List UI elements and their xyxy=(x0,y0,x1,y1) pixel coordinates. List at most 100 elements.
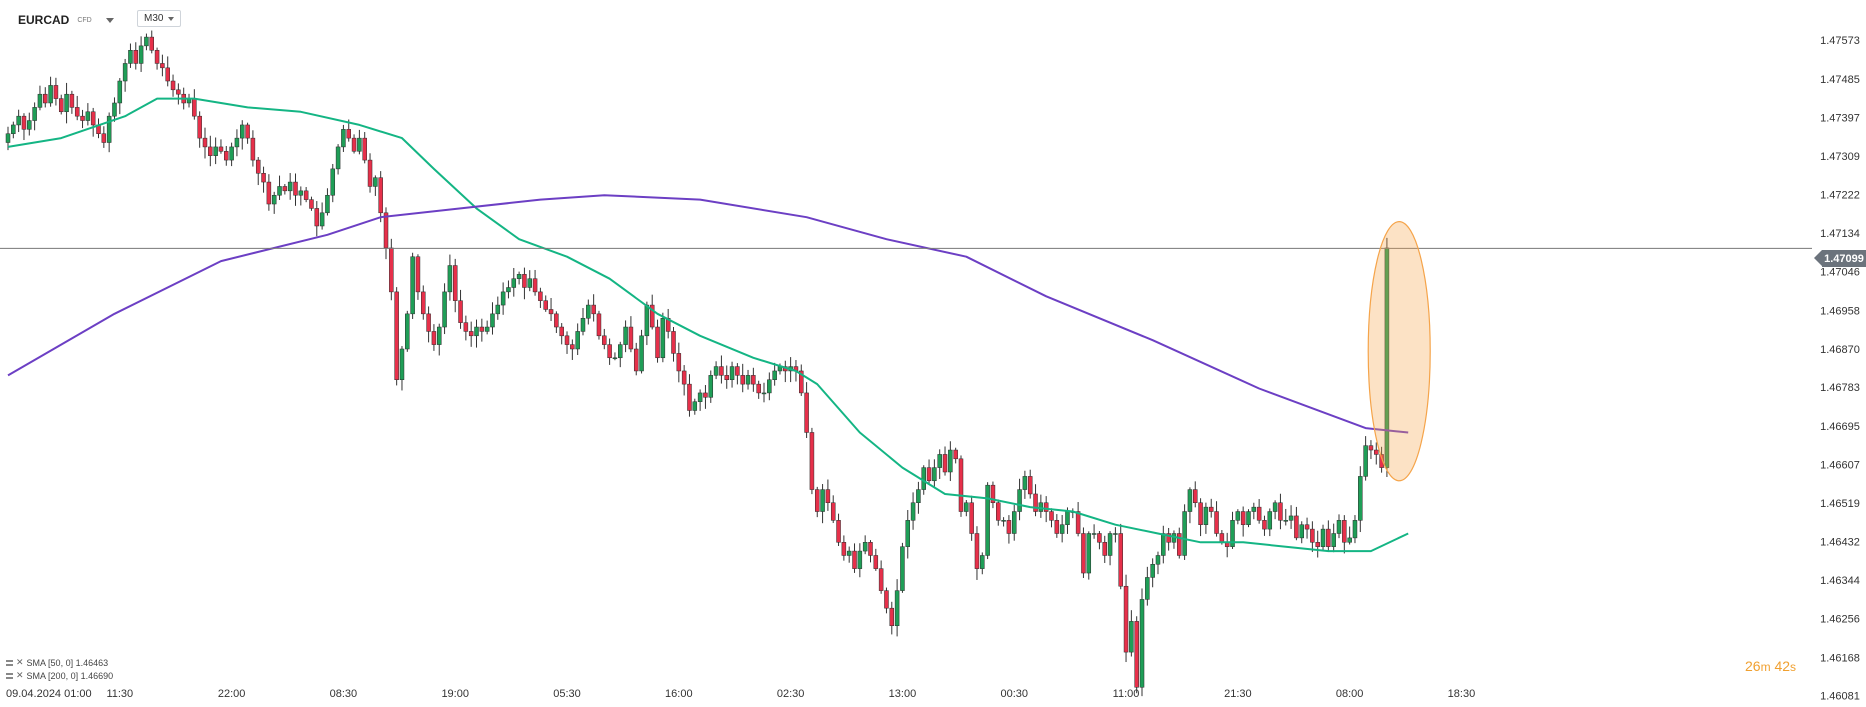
candle-body xyxy=(1113,533,1118,535)
candle-body xyxy=(1081,533,1086,574)
candle-body xyxy=(1342,520,1347,543)
candle-body xyxy=(27,120,32,130)
current-price-tag: 1.47099 xyxy=(1814,250,1866,267)
y-tick-label: 1.47309 xyxy=(1820,151,1860,163)
y-tick-label: 1.46168 xyxy=(1820,652,1860,664)
candle-body xyxy=(468,331,474,337)
legend-sma200: ✕ SMA [200, 0] 1.46690 xyxy=(6,670,113,681)
candle-body xyxy=(1139,599,1145,688)
candle-body xyxy=(1358,476,1363,521)
candle-body xyxy=(154,50,160,64)
candle-body xyxy=(479,326,485,332)
candles-layer xyxy=(5,30,1390,697)
candle-body xyxy=(447,265,453,293)
candle-body xyxy=(1187,489,1193,512)
close-icon[interactable]: ✕ xyxy=(16,657,24,667)
candle-body xyxy=(11,124,16,134)
x-tick-label: 02:30 xyxy=(777,688,805,700)
candle-body xyxy=(64,93,69,113)
candle-body xyxy=(511,278,517,288)
candle-body xyxy=(282,186,288,192)
candle-body xyxy=(138,45,144,64)
candle-body xyxy=(506,287,511,293)
candle-body xyxy=(1240,511,1246,525)
candle-body xyxy=(1182,511,1187,556)
candle-body xyxy=(1235,511,1241,521)
candle-body xyxy=(1214,511,1219,534)
candle-body xyxy=(69,93,75,108)
candle-body xyxy=(319,212,325,227)
candle-body xyxy=(240,124,245,139)
candle-body xyxy=(208,146,213,156)
settings-icon[interactable] xyxy=(6,672,13,679)
candle-body xyxy=(1075,511,1081,534)
candle-body xyxy=(756,383,761,394)
candle-body xyxy=(554,313,559,328)
candle-body xyxy=(974,533,980,569)
candle-body xyxy=(234,137,240,148)
candle-body xyxy=(1326,528,1331,547)
candle-body xyxy=(1059,524,1065,534)
countdown-m: m xyxy=(1760,660,1771,674)
candle-body xyxy=(692,401,698,411)
candle-body xyxy=(431,331,437,345)
candle-body xyxy=(905,520,911,547)
candle-body xyxy=(224,151,229,161)
candle-body xyxy=(926,467,932,482)
candle-body xyxy=(655,326,660,359)
candle-body xyxy=(644,304,650,337)
candle-body xyxy=(1129,621,1134,653)
candle-body xyxy=(53,85,59,99)
candle-body xyxy=(1379,454,1384,468)
candle-body xyxy=(74,107,80,117)
candle-body xyxy=(117,80,123,104)
x-tick-label: 11:00 xyxy=(1113,688,1140,700)
candle-body xyxy=(452,265,458,301)
candle-body xyxy=(953,449,958,460)
chevron-down-icon[interactable] xyxy=(105,17,114,23)
y-tick-label: 1.47573 xyxy=(1820,35,1860,47)
countdown-minutes: 26 xyxy=(1745,658,1761,674)
candle-body xyxy=(937,454,942,468)
symbol-type: CFD xyxy=(77,16,92,24)
countdown-s: s xyxy=(1790,660,1797,674)
candle-body xyxy=(820,489,825,512)
candle-body xyxy=(1054,520,1060,534)
candle-body xyxy=(618,344,623,359)
candle-body xyxy=(873,555,879,569)
candle-body xyxy=(1017,489,1022,512)
candle-body xyxy=(37,93,43,108)
x-tick-label: 08:30 xyxy=(330,688,358,700)
candle-body xyxy=(708,375,714,398)
symbol-selector[interactable]: EURCAD CFD xyxy=(18,10,114,30)
candle-body xyxy=(383,212,389,249)
timeframe-select[interactable]: M30 xyxy=(137,10,181,27)
candle-body xyxy=(964,502,969,512)
candle-body xyxy=(261,173,266,183)
candle-body xyxy=(745,375,751,385)
candle-body xyxy=(229,146,234,161)
candle-body xyxy=(314,208,320,227)
candle-body xyxy=(969,502,974,534)
candle-body xyxy=(1097,533,1102,543)
close-icon[interactable]: ✕ xyxy=(16,670,24,680)
candle-body xyxy=(1230,520,1235,547)
candle-body xyxy=(1145,577,1150,600)
candle-body xyxy=(910,502,916,521)
candle-body xyxy=(378,177,383,214)
candle-body xyxy=(857,550,863,569)
candle-body xyxy=(623,326,628,345)
settings-icon[interactable] xyxy=(6,659,13,666)
candle-body xyxy=(1363,445,1368,477)
candle-body xyxy=(942,454,948,473)
candle-body xyxy=(1011,511,1017,534)
candle-body xyxy=(1267,511,1273,530)
candle-body xyxy=(916,489,921,504)
candle-body xyxy=(48,85,53,104)
timeframe-label: M30 xyxy=(144,13,164,24)
candle-body xyxy=(1208,506,1214,512)
candle-body xyxy=(43,93,48,104)
candle-body xyxy=(58,98,64,113)
candle-body xyxy=(538,291,543,301)
